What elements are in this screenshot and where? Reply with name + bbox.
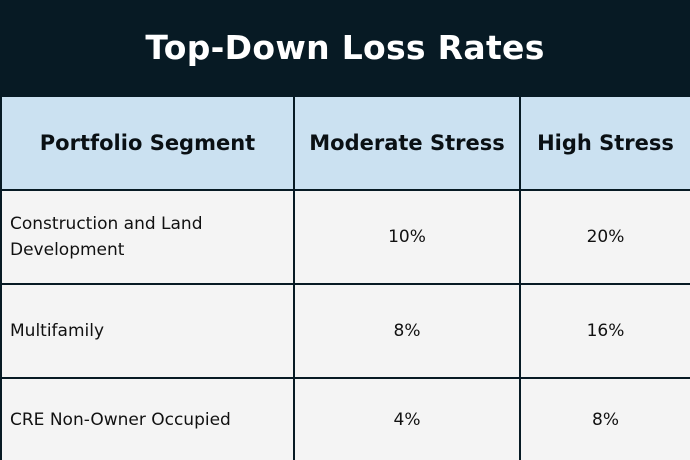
table-row: CRE Non-Owner Occupied 4% 8% bbox=[0, 377, 690, 460]
segment-cell: CRE Non-Owner Occupied bbox=[0, 377, 295, 460]
high-stress-cell: 16% bbox=[519, 283, 690, 379]
segment-cell: Multifamily bbox=[0, 283, 295, 379]
moderate-stress-cell: 4% bbox=[293, 377, 521, 460]
header-portfolio-segment: Portfolio Segment bbox=[0, 95, 295, 191]
high-stress-cell: 8% bbox=[519, 377, 690, 460]
table-row: Construction and Land Development 10% 20… bbox=[0, 189, 690, 285]
loss-rates-table: Portfolio Segment Moderate Stress High S… bbox=[0, 95, 690, 460]
title-bar: Top-Down Loss Rates bbox=[0, 0, 690, 95]
table-header-row: Portfolio Segment Moderate Stress High S… bbox=[0, 95, 690, 191]
header-high-stress: High Stress bbox=[519, 95, 690, 191]
high-stress-cell: 20% bbox=[519, 189, 690, 285]
segment-cell: Construction and Land Development bbox=[0, 189, 295, 285]
moderate-stress-cell: 10% bbox=[293, 189, 521, 285]
header-moderate-stress: Moderate Stress bbox=[293, 95, 521, 191]
page-title: Top-Down Loss Rates bbox=[145, 28, 545, 67]
table-row: Multifamily 8% 16% bbox=[0, 283, 690, 379]
moderate-stress-cell: 8% bbox=[293, 283, 521, 379]
